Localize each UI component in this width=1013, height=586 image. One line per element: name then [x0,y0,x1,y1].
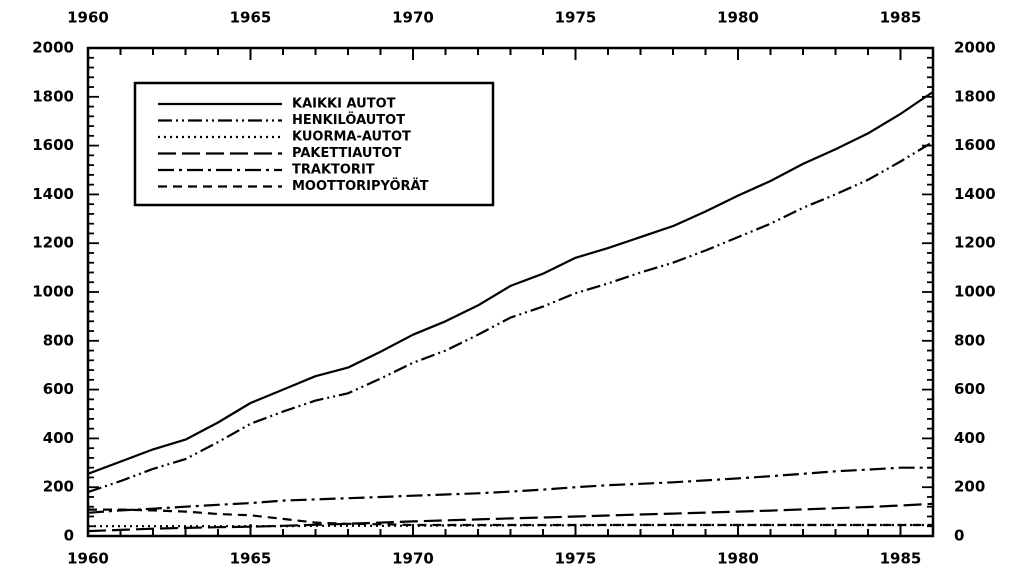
x-tick-label-bottom: 1975 [555,550,597,568]
legend-label-5: TRAKTORIT [292,163,375,178]
y-tick-label-right: 1800 [954,87,996,105]
y-tick-label-left: 200 [43,478,74,496]
y-tick-label-left: 800 [43,331,74,349]
axis-ticks [87,47,934,537]
x-tick-label-top: 1985 [880,9,922,27]
x-tick-label-top: 1970 [392,9,434,27]
axis-tick-labels: 1960 1960 1965 1965 1970 1970 1975 1975 1980 1980… [32,9,996,568]
y-tick-label-left: 1200 [32,234,74,252]
x-tick-label-bottom: 1980 [717,550,759,568]
y-tick-label-right: 1400 [954,185,996,203]
x-tick-label-top: 1975 [555,9,597,27]
series-line-1 [87,90,934,475]
series-line-6 [88,508,933,527]
x-tick-label-bottom: 1985 [880,550,922,568]
x-tick-label-bottom: 1965 [230,550,272,568]
y-tick-label-right: 600 [954,380,985,398]
y-tick-label-right: 800 [954,331,985,349]
legend-label-3: KUORMA-AUTOT [292,130,411,145]
x-tick-label-top: 1960 [67,9,109,27]
y-tick-label-left: 1800 [32,87,74,105]
y-tick-label-right: 1200 [954,234,996,252]
y-tick-label-right: 2000 [954,39,996,57]
y-tick-label-left: 600 [43,380,74,398]
legend-label-6: MOOTTORIPYÖRÄT [292,178,429,194]
y-tick-label-right: 1000 [954,283,996,301]
y-tick-label-left: 1000 [32,283,74,301]
y-tick-label-left: 1400 [32,185,74,203]
series-line-4 [87,502,934,533]
x-tick-label-top: 1980 [717,9,759,27]
y-tick-label-right: 200 [954,478,985,496]
legend-label-1: KAIKKI AUTOT [292,97,396,112]
x-tick-label-top: 1965 [230,9,272,27]
y-tick-label-left: 2000 [32,39,74,57]
y-tick-label-right: 1600 [954,136,996,154]
legend-label-4: PAKETTIAUTOT [292,146,401,161]
legend-label-2: HENKILÖAUTOT [292,112,405,128]
series-line-2 [87,140,934,494]
series-lines [87,90,934,533]
y-tick-label-right: 400 [954,429,985,447]
x-tick-label-bottom: 1970 [392,550,434,568]
x-tick-label-bottom: 1960 [67,550,109,568]
series-line-5 [87,466,933,514]
y-tick-label-left: 400 [43,429,74,447]
y-tick-label-left: 1600 [32,136,74,154]
y-tick-label-right: 0 [954,527,964,545]
y-tick-label-left: 0 [64,527,74,545]
